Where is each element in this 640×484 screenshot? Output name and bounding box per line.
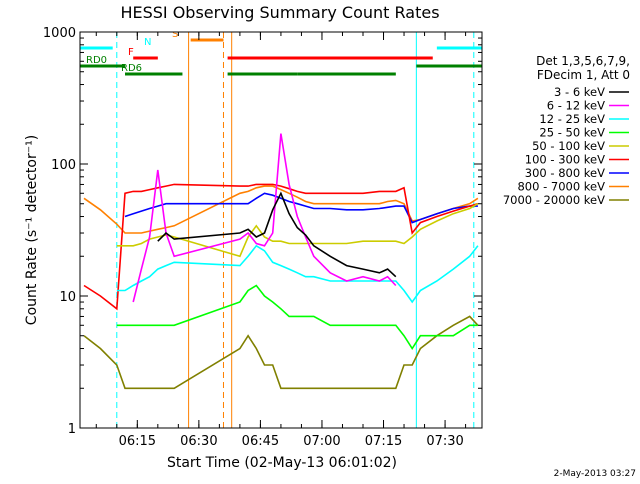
state-bar-label-n: N [144,37,151,48]
legend-label-6: 100 - 300 keV [525,153,605,167]
y-axis-label: Count Rate (s⁻¹ detector⁻¹) [24,135,40,325]
legend-header-line-1: Det 1,3,5,6,7,9, [536,54,630,68]
series-line-2 [132,133,397,303]
plot-content: N S F RD0 RD6 [80,29,482,428]
series-line-7 [124,192,478,224]
chart-title: HESSI Observing Summary Count Rates [120,3,439,22]
series-line-6 [83,183,479,311]
legend-label-4: 25 - 50 keV [539,126,605,140]
series-line-3 [116,244,479,304]
legend-header-line-2: FDecim 1, Att 0 [537,68,630,82]
state-bar-label-s: S [172,29,178,40]
series-line-4 [116,284,478,350]
legend-label-1: 3 - 6 keV [554,85,605,99]
series-line-5 [116,203,479,258]
legend-label-2: 6 - 12 keV [547,99,605,113]
legend-label-7: 300 - 800 keV [525,166,605,180]
state-bar-label-rd0: RD0 [86,55,107,66]
plot-frame [79,31,483,429]
x-tick-label-0: 06:15 [119,434,156,449]
x-tick-label-2: 06:45 [242,434,279,449]
state-bar-label-rd6: RD6 [121,63,142,74]
x-axis-label: Start Time (02-May-13 06:01:02) [167,455,397,471]
footer-date: 2-May-2013 03:27 [554,469,636,479]
x-tick-label-4: 07:15 [365,434,402,449]
legend: Det 1,3,5,6,7,9, FDecim 1, Att 0 3 - 6 k… [503,54,630,207]
legend-label-8: 800 - 7000 keV [517,180,605,194]
y-tick-label-1: 10 [59,290,76,305]
legend-label-3: 12 - 25 keV [539,112,605,126]
plot-area: N S F RD0 RD6 1 10 100 1000 06:15 06:30 06:45 07:00 0… [43,26,482,449]
y-tick-label-3: 1000 [43,26,76,41]
x-tick-label-5: 07:30 [426,434,463,449]
series-line-1 [157,191,397,278]
y-tick-label-0: 1 [68,422,76,437]
x-tick-label-1: 06:30 [180,434,217,449]
legend-label-9: 7000 - 20000 keV [503,193,605,207]
legend-label-5: 50 - 100 keV [532,139,605,153]
state-bar-label-f: F [128,47,134,58]
y-tick-label-2: 100 [51,158,76,173]
x-tick-label-3: 07:00 [303,434,340,449]
series-line-9 [83,315,479,390]
